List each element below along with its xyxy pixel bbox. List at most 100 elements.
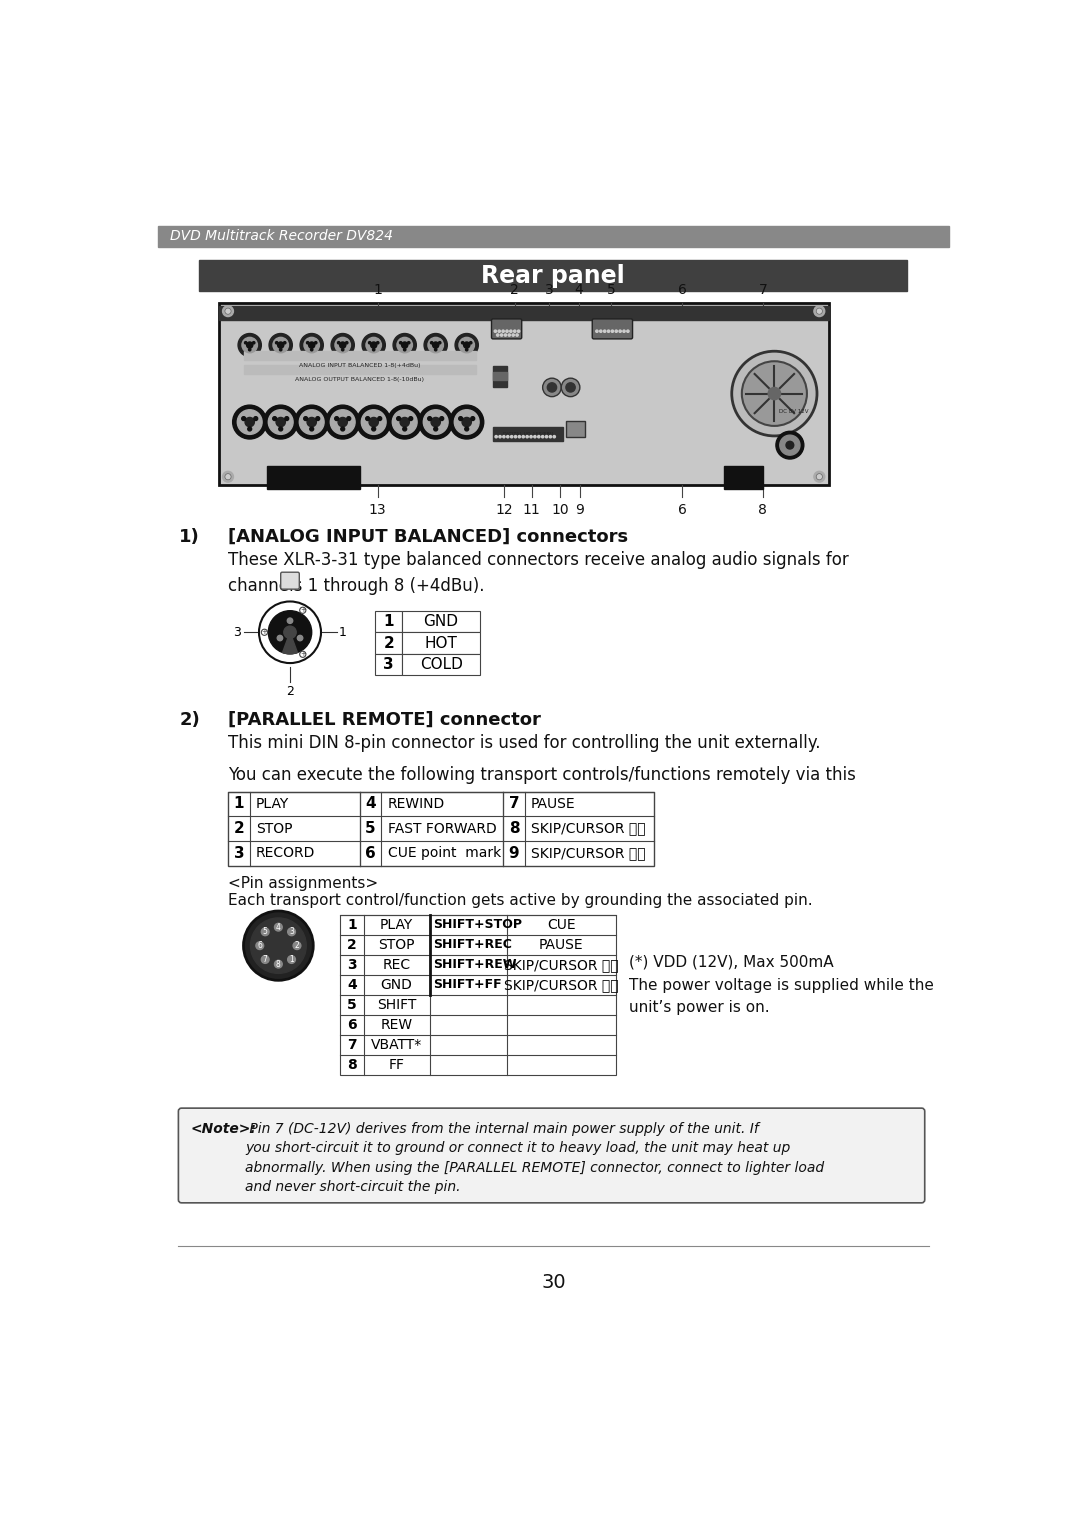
Circle shape (596, 330, 598, 333)
Circle shape (534, 435, 536, 439)
Circle shape (372, 426, 376, 431)
Text: DVD Multitrack Recorder DV824: DVD Multitrack Recorder DV824 (170, 229, 393, 243)
Text: 7: 7 (758, 283, 767, 298)
Circle shape (388, 405, 422, 439)
Text: CUE: CUE (546, 918, 576, 932)
Circle shape (397, 338, 413, 353)
Bar (403, 654, 480, 675)
Circle shape (315, 417, 320, 420)
Circle shape (440, 417, 444, 420)
Circle shape (373, 348, 375, 351)
Text: 3: 3 (347, 958, 356, 972)
Text: 5: 5 (262, 927, 268, 937)
Circle shape (599, 330, 602, 333)
Text: VBATT*: VBATT* (370, 1038, 422, 1051)
Circle shape (307, 417, 316, 426)
Text: 2: 2 (511, 283, 519, 298)
Text: REWIND: REWIND (388, 798, 445, 811)
Text: 5: 5 (347, 998, 356, 1012)
Bar (403, 633, 480, 654)
Text: These XLR-3-31 type balanced connectors receive analog audio signals for
channel: These XLR-3-31 type balanced connectors … (228, 550, 849, 594)
Circle shape (346, 342, 348, 344)
Text: 5: 5 (607, 283, 616, 298)
Circle shape (368, 342, 370, 344)
Circle shape (273, 338, 288, 353)
Circle shape (423, 410, 448, 434)
Circle shape (459, 417, 462, 420)
Bar (494, 371, 507, 380)
Circle shape (407, 342, 410, 344)
Circle shape (464, 426, 469, 431)
Text: ANALOG INPUT BALANCED 1-8(+4dBu): ANALOG INPUT BALANCED 1-8(+4dBu) (299, 364, 420, 368)
Bar (494, 365, 507, 388)
Bar (243, 365, 476, 374)
Circle shape (335, 417, 339, 420)
Text: [ANALOG INPUT BALANCED] connectors: [ANALOG INPUT BALANCED] connectors (228, 527, 629, 545)
Text: 1: 1 (339, 626, 347, 639)
Circle shape (459, 338, 474, 353)
Text: 2): 2) (179, 711, 200, 729)
Circle shape (330, 410, 355, 434)
Text: 6: 6 (257, 941, 262, 950)
Circle shape (279, 426, 283, 431)
Circle shape (455, 333, 478, 356)
Text: 7: 7 (262, 955, 268, 964)
Text: 3: 3 (233, 847, 244, 860)
Text: REC: REC (382, 958, 410, 972)
Circle shape (242, 417, 245, 420)
Text: You can execute the following transport controls/functions remotely via this
con: You can execute the following transport … (228, 766, 855, 811)
Circle shape (431, 417, 441, 426)
Circle shape (497, 335, 499, 336)
Circle shape (409, 417, 413, 420)
Text: SHIFT+REW: SHIFT+REW (433, 958, 517, 972)
Circle shape (428, 338, 444, 353)
Circle shape (428, 417, 432, 420)
Circle shape (607, 330, 610, 333)
Circle shape (295, 405, 328, 439)
Circle shape (517, 330, 519, 333)
Circle shape (261, 630, 268, 636)
Circle shape (369, 417, 378, 426)
Circle shape (285, 417, 288, 420)
Circle shape (335, 338, 350, 353)
Text: 8: 8 (276, 960, 281, 969)
Circle shape (402, 342, 408, 348)
Circle shape (356, 405, 391, 439)
Text: STOP: STOP (256, 822, 293, 836)
Circle shape (462, 417, 471, 426)
Bar (159, 226, 948, 248)
Circle shape (512, 335, 514, 336)
Circle shape (505, 330, 509, 333)
Circle shape (299, 410, 324, 434)
Text: 2: 2 (347, 938, 356, 952)
Circle shape (434, 348, 437, 351)
Text: 1: 1 (289, 955, 294, 964)
Text: SKIP/CURSOR ⏮⏮: SKIP/CURSOR ⏮⏮ (504, 958, 619, 972)
Circle shape (259, 602, 321, 663)
Circle shape (471, 417, 475, 420)
Circle shape (287, 955, 296, 963)
Circle shape (742, 361, 807, 426)
Text: 8: 8 (758, 503, 767, 516)
Circle shape (502, 435, 505, 439)
Circle shape (287, 617, 293, 623)
Text: 2: 2 (233, 821, 244, 836)
Circle shape (619, 330, 621, 333)
Circle shape (274, 960, 282, 969)
Circle shape (284, 626, 296, 639)
Circle shape (287, 927, 296, 935)
Text: 13: 13 (368, 503, 387, 516)
Bar (200, 260, 907, 292)
Circle shape (780, 435, 800, 455)
Circle shape (816, 474, 823, 480)
Circle shape (502, 330, 504, 333)
Circle shape (562, 377, 580, 397)
Text: 3: 3 (289, 927, 294, 937)
Circle shape (274, 923, 282, 931)
Circle shape (311, 348, 313, 351)
Circle shape (310, 426, 313, 431)
Circle shape (362, 333, 386, 356)
Text: (*) VDD (12V), Max 500mA
The power voltage is supplied while the
unit’s power is: (*) VDD (12V), Max 500mA The power volta… (630, 955, 934, 1016)
Circle shape (455, 410, 480, 434)
Text: SKIP/CURSOR ⏮⏮: SKIP/CURSOR ⏮⏮ (531, 822, 646, 836)
